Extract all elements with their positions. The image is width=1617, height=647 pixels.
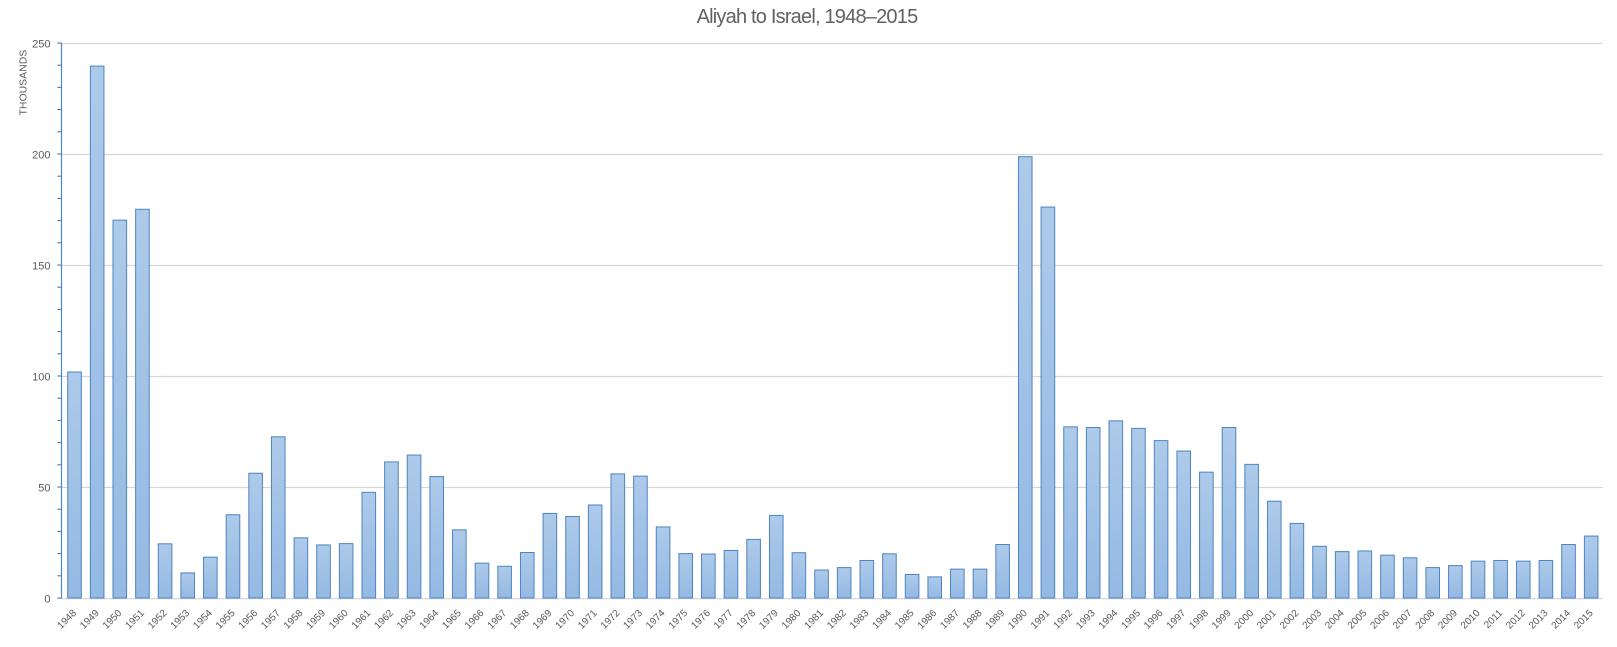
svg-text:0: 0: [44, 594, 50, 606]
svg-text:100: 100: [32, 372, 50, 384]
svg-text:250: 250: [32, 39, 50, 51]
svg-text:THOUSANDS: THOUSANDS: [19, 50, 30, 116]
svg-text:200: 200: [32, 150, 50, 162]
svg-text:50: 50: [38, 483, 50, 495]
svg-text:Aliyah to Israel, 1948–2015: Aliyah to Israel, 1948–2015: [697, 6, 918, 28]
svg-text:150: 150: [32, 261, 50, 273]
